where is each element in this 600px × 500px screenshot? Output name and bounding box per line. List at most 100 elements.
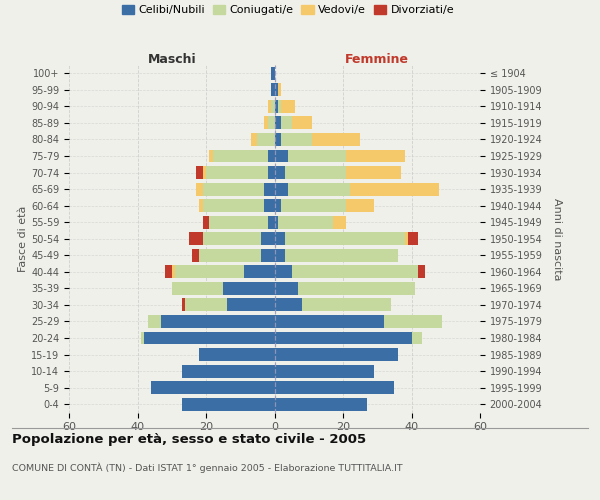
- Bar: [268, 150, 275, 162]
- Bar: [346, 166, 401, 179]
- Bar: [275, 348, 398, 361]
- Bar: [281, 116, 292, 130]
- Bar: [227, 298, 275, 312]
- Bar: [288, 150, 346, 162]
- Bar: [275, 166, 285, 179]
- Bar: [161, 315, 275, 328]
- Bar: [264, 116, 268, 130]
- Bar: [151, 381, 275, 394]
- Bar: [145, 332, 275, 344]
- Bar: [275, 150, 288, 162]
- Bar: [261, 232, 275, 245]
- Bar: [199, 199, 203, 212]
- Bar: [185, 298, 227, 312]
- Legend: Celibi/Nubili, Coniugati/e, Vedovi/e, Divorziati/e: Celibi/Nubili, Coniugati/e, Vedovi/e, Di…: [118, 0, 458, 20]
- Bar: [275, 364, 374, 378]
- Bar: [271, 84, 275, 96]
- Bar: [285, 166, 346, 179]
- Bar: [206, 166, 268, 179]
- Bar: [203, 232, 261, 245]
- Bar: [346, 199, 374, 212]
- Bar: [264, 182, 275, 196]
- Bar: [418, 266, 425, 278]
- Bar: [275, 332, 412, 344]
- Bar: [288, 182, 350, 196]
- Bar: [203, 216, 209, 228]
- Bar: [275, 216, 278, 228]
- Bar: [275, 116, 281, 130]
- Y-axis label: Anni di nascita: Anni di nascita: [552, 198, 562, 280]
- Bar: [281, 133, 312, 146]
- Bar: [275, 133, 281, 146]
- Bar: [350, 182, 439, 196]
- Bar: [312, 133, 360, 146]
- Bar: [298, 282, 415, 295]
- Bar: [244, 266, 275, 278]
- Bar: [165, 266, 172, 278]
- Text: COMUNE DI CONTÀ (TN) - Dati ISTAT 1° gennaio 2005 - Elaborazione TUTTITALIA.IT: COMUNE DI CONTÀ (TN) - Dati ISTAT 1° gen…: [12, 462, 403, 473]
- Bar: [268, 216, 275, 228]
- Bar: [412, 332, 422, 344]
- Bar: [275, 84, 278, 96]
- Bar: [203, 182, 264, 196]
- Bar: [302, 298, 391, 312]
- Bar: [199, 249, 261, 262]
- Bar: [213, 150, 268, 162]
- Bar: [275, 266, 292, 278]
- Bar: [275, 381, 394, 394]
- Bar: [281, 199, 346, 212]
- Bar: [257, 133, 275, 146]
- Bar: [189, 232, 203, 245]
- Bar: [278, 100, 281, 113]
- Bar: [281, 100, 295, 113]
- Bar: [268, 116, 275, 130]
- Bar: [384, 315, 442, 328]
- Bar: [172, 282, 223, 295]
- Bar: [182, 364, 275, 378]
- Bar: [275, 249, 285, 262]
- Bar: [203, 199, 264, 212]
- Bar: [203, 166, 206, 179]
- Bar: [346, 150, 404, 162]
- Bar: [333, 216, 346, 228]
- Bar: [268, 166, 275, 179]
- Bar: [275, 298, 302, 312]
- Bar: [285, 232, 404, 245]
- Bar: [251, 133, 257, 146]
- Bar: [271, 67, 275, 80]
- Bar: [285, 249, 398, 262]
- Bar: [199, 348, 275, 361]
- Bar: [275, 182, 288, 196]
- Bar: [275, 315, 384, 328]
- Bar: [292, 116, 312, 130]
- Text: Maschi: Maschi: [148, 53, 196, 66]
- Y-axis label: Fasce di età: Fasce di età: [18, 206, 28, 272]
- Bar: [175, 266, 244, 278]
- Bar: [172, 266, 175, 278]
- Text: Femmine: Femmine: [345, 53, 409, 66]
- Bar: [275, 282, 298, 295]
- Bar: [209, 216, 268, 228]
- Bar: [278, 84, 281, 96]
- Bar: [209, 150, 213, 162]
- Text: Popolazione per età, sesso e stato civile - 2005: Popolazione per età, sesso e stato civil…: [12, 432, 366, 446]
- Bar: [264, 199, 275, 212]
- Bar: [408, 232, 418, 245]
- Bar: [193, 249, 199, 262]
- Bar: [278, 216, 333, 228]
- Bar: [275, 232, 285, 245]
- Bar: [223, 282, 275, 295]
- Bar: [196, 166, 203, 179]
- Bar: [271, 100, 275, 113]
- Bar: [275, 100, 278, 113]
- Bar: [292, 266, 418, 278]
- Bar: [275, 199, 281, 212]
- Bar: [141, 332, 145, 344]
- Bar: [182, 298, 185, 312]
- Bar: [148, 315, 161, 328]
- Bar: [261, 249, 275, 262]
- Bar: [196, 182, 203, 196]
- Bar: [182, 398, 275, 410]
- Bar: [275, 398, 367, 410]
- Bar: [404, 232, 408, 245]
